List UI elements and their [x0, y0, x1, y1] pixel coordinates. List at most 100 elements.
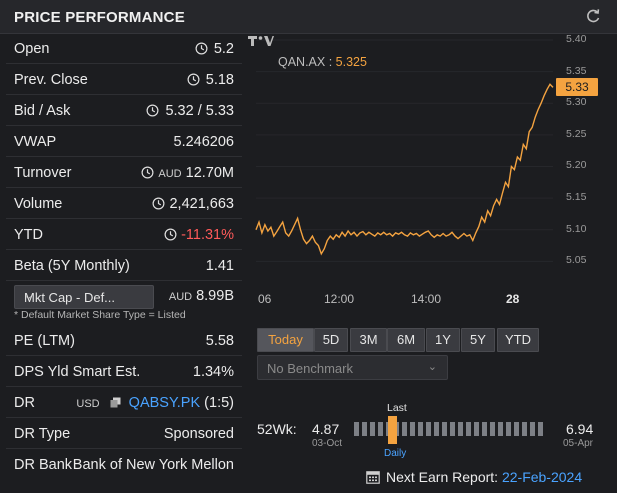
y-tick: 5.15: [566, 191, 587, 204]
week52-segment: [442, 422, 447, 436]
stat-row-pe: PE (LTM) 5.58: [6, 326, 242, 356]
x-tick: 28: [506, 292, 520, 306]
week52-segment: [370, 422, 375, 436]
mkt-cap-select[interactable]: Mkt Cap - Def... ⌄: [14, 285, 154, 309]
week52-last-marker: [388, 416, 398, 444]
stat-label: DR Type: [14, 426, 71, 442]
stat-value: AUD 8.99B: [168, 288, 234, 304]
week52-segment: [354, 422, 359, 436]
stat-row-prev-close: Prev. Close 5.18: [6, 65, 242, 95]
week52-segment: [506, 422, 511, 436]
legend-value: 5.325: [335, 55, 367, 69]
week52-high-date: 05-Apr: [563, 438, 594, 449]
range-3m-button[interactable]: 3M: [350, 328, 387, 352]
week52-segment: [362, 422, 367, 436]
stat-row-dr: DR USD QABSY.PK (1:5): [6, 388, 242, 418]
week52-segment: [514, 422, 519, 436]
dr-link[interactable]: QABSY.PK: [128, 395, 201, 411]
earnings-date[interactable]: 22-Feb-2024: [501, 469, 583, 485]
stat-row-ytd: YTD -11.31%: [6, 220, 242, 250]
clock-icon: [187, 73, 200, 86]
y-tick: 5.05: [566, 254, 587, 267]
week52-segment: [426, 422, 431, 436]
stat-value: 5.246206: [173, 134, 234, 150]
stat-label: Volume: [14, 196, 63, 212]
y-tick: 5.30: [566, 96, 587, 109]
week52-segment: [410, 422, 415, 436]
refresh-icon[interactable]: [585, 8, 601, 24]
week52-segment: [434, 422, 439, 436]
last-price-tag: 5.33: [556, 78, 598, 96]
stat-value: 5.2: [195, 41, 234, 57]
range-1y-button[interactable]: 1Y: [426, 328, 460, 352]
stat-value: -11.31%: [164, 227, 234, 243]
clock-icon: [141, 166, 154, 179]
stats-table: Open 5.2 Prev. Close 5.18 Bid / Ask 5.32…: [6, 34, 242, 493]
range-today-button[interactable]: Today: [257, 328, 314, 352]
week52-segment: [450, 422, 455, 436]
stat-row-dr-bank: DR Bank Bank of New York Mellon: [6, 450, 242, 480]
stat-label: Beta (5Y Monthly): [14, 258, 130, 274]
price-chart[interactable]: QAN.AX : 5.325 5.33 5.40 5.35 5.30 5.25 5.20…: [248, 33, 617, 320]
stat-label: DR: [14, 395, 35, 411]
chevron-down-icon: ⌄: [24, 290, 34, 302]
price-line: [255, 83, 554, 256]
week52-segment: [530, 422, 535, 436]
range-5d-button[interactable]: 5D: [314, 328, 348, 352]
currency-code: AUD: [158, 168, 182, 180]
chart-svg: [255, 39, 554, 262]
tradingview-logo-icon: [248, 36, 274, 46]
week52-low-date: 03-Oct: [312, 438, 343, 449]
stat-value: 1.34%: [192, 364, 234, 380]
stat-value: 5.18: [187, 72, 234, 88]
stat-value: Sponsored: [163, 426, 234, 442]
panel-title[interactable]: PRICE PERFORMANCE: [14, 9, 185, 26]
stat-value: AUD 12.70M: [141, 165, 234, 181]
benchmark-select[interactable]: No Benchmark ⌄: [257, 355, 448, 380]
stat-value: 2,421,663: [152, 196, 234, 212]
stat-row-dr-type: DR Type Sponsored: [6, 419, 242, 449]
chevron-right-icon[interactable]: ›: [176, 9, 181, 24]
y-tick: 5.35: [566, 64, 587, 77]
week52-high: 6.94: [566, 421, 594, 437]
stat-row-mkt-cap: Mkt Cap - Def... ⌄ AUD 8.99B: [6, 282, 242, 312]
stat-row-volume: Volume 2,421,663: [6, 189, 242, 219]
clock-icon: [164, 228, 177, 241]
x-tick: 06: [258, 292, 272, 306]
stat-row-bid-ask: Bid / Ask 5.32 / 5.33: [6, 96, 242, 126]
copy-icon[interactable]: [110, 397, 121, 408]
week52-segment: [418, 422, 423, 436]
week52-daily-label: Daily: [384, 448, 407, 459]
mkt-cap-footnote: * Default Market Share Type = Listed: [14, 309, 186, 321]
week52-label: 52Wk:: [257, 421, 297, 437]
stat-label: DPS Yld Smart Est.: [14, 364, 141, 380]
week52-range: 52Wk: 4.87 03-Oct Last Daily 6.94 05-Apr: [257, 398, 617, 459]
x-tick: 12:00: [324, 292, 355, 306]
stat-row-vwap: VWAP 5.246206: [6, 127, 242, 157]
currency-code: AUD: [168, 291, 193, 303]
range-6m-button[interactable]: 6M: [387, 328, 425, 352]
stat-label: Prev. Close: [14, 72, 88, 88]
week52-segment: [522, 422, 527, 436]
chevron-down-icon: ⌄: [427, 361, 437, 373]
week52-segment: [474, 422, 479, 436]
stat-label: Turnover: [14, 165, 72, 181]
week52-segment: [482, 422, 487, 436]
week52-segment: [458, 422, 463, 436]
week52-segment: [490, 422, 495, 436]
stat-row-dps: DPS Yld Smart Est. 1.34%: [6, 357, 242, 387]
stat-row-beta: Beta (5Y Monthly) 1.41: [6, 251, 242, 281]
panel-header: PRICE PERFORMANCE ›: [0, 0, 617, 34]
legend-symbol: QAN.AX: [278, 55, 326, 69]
week52-segment: [466, 422, 471, 436]
stat-label: VWAP: [14, 134, 57, 150]
clock-icon: [195, 42, 208, 55]
week52-segment: [538, 422, 543, 436]
chart-legend: QAN.AX : 5.325: [278, 55, 367, 69]
stat-label: PE (LTM): [14, 333, 75, 349]
stat-value: 1.41: [205, 258, 234, 274]
week52-low: 4.87: [312, 421, 340, 437]
range-5y-button[interactable]: 5Y: [461, 328, 495, 352]
range-ytd-button[interactable]: YTD: [497, 328, 539, 352]
y-tick: 5.25: [566, 127, 587, 140]
